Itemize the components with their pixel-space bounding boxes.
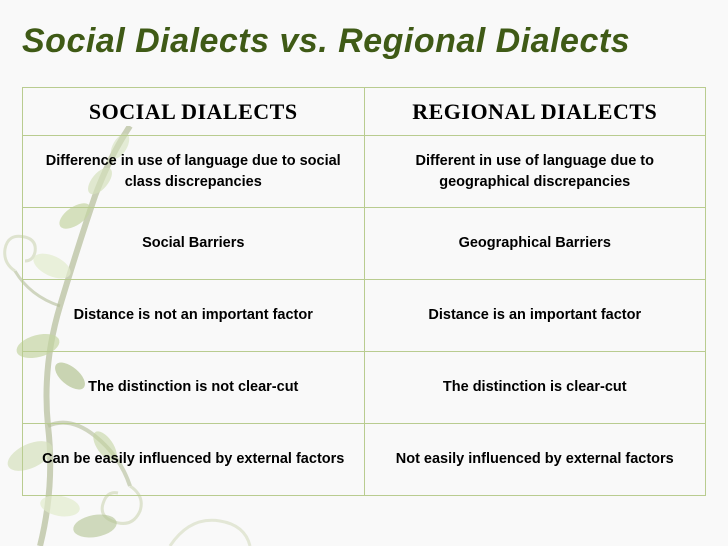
- cell-social: The distinction is not clear-cut: [23, 352, 365, 424]
- table-row: Can be easily influenced by external fac…: [23, 424, 706, 496]
- comparison-table: SOCIAL DIALECTS REGIONAL DIALECTS Differ…: [22, 87, 706, 496]
- table-row: Social Barriers Geographical Barriers: [23, 208, 706, 280]
- table-header-row: SOCIAL DIALECTS REGIONAL DIALECTS: [23, 88, 706, 136]
- cell-regional: Different in use of language due to geog…: [364, 136, 706, 208]
- col-header-regional: REGIONAL DIALECTS: [364, 88, 706, 136]
- cell-regional: The distinction is clear-cut: [364, 352, 706, 424]
- cell-social: Difference in use of language due to soc…: [23, 136, 365, 208]
- cell-social: Social Barriers: [23, 208, 365, 280]
- cell-regional: Not easily influenced by external factor…: [364, 424, 706, 496]
- slide-content: Social Dialects vs. Regional Dialects SO…: [0, 0, 728, 496]
- table-row: Difference in use of language due to soc…: [23, 136, 706, 208]
- table-row: Distance is not an important factor Dist…: [23, 280, 706, 352]
- cell-social: Can be easily influenced by external fac…: [23, 424, 365, 496]
- cell-regional: Distance is an important factor: [364, 280, 706, 352]
- table-row: The distinction is not clear-cut The dis…: [23, 352, 706, 424]
- cell-social: Distance is not an important factor: [23, 280, 365, 352]
- col-header-social: SOCIAL DIALECTS: [23, 88, 365, 136]
- slide-title: Social Dialects vs. Regional Dialects: [22, 22, 706, 61]
- cell-regional: Geographical Barriers: [364, 208, 706, 280]
